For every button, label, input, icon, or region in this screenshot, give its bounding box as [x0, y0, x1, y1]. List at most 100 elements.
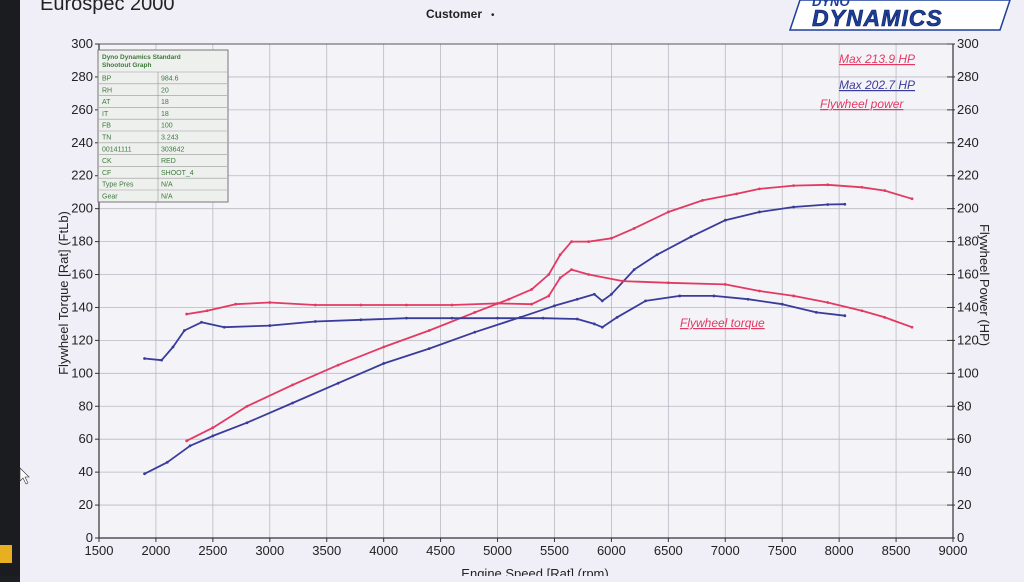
x-tick-label: 7000	[711, 543, 740, 558]
info-row-key: Type Pres	[102, 182, 134, 189]
y-left-tick-label: 120	[71, 332, 93, 347]
data-point-blue-torque	[143, 357, 146, 360]
x-tick-label: 6000	[597, 543, 626, 558]
chart-series	[143, 183, 914, 476]
y-left-tick-label: 80	[79, 398, 93, 413]
data-point-blue-power	[600, 299, 604, 303]
y-right-tick-label: 120	[957, 332, 979, 347]
logo-dyno-text: DYNO	[812, 0, 850, 9]
y-right-tick-label: 40	[957, 464, 971, 479]
customer-label: Customer	[426, 7, 482, 21]
x-axis-title: Engine Speed [Rat] (rpm)	[461, 566, 608, 576]
taskbar-icon	[0, 545, 12, 563]
info-row-value: N/A	[161, 194, 173, 201]
data-point-blue-power	[758, 210, 761, 214]
y-right-tick-label: 160	[957, 267, 979, 282]
run-info-box: Dyno Dynamics Standard Shootout Graph BP…	[97, 49, 229, 203]
x-tick-label: 4000	[369, 543, 398, 558]
flywheel-power-label: Flywheel power	[820, 97, 904, 111]
data-point-red-power	[473, 311, 477, 314]
x-tick-label: 2000	[141, 543, 170, 558]
data-point-blue-torque	[712, 294, 716, 298]
info-row-value: 3.243	[161, 135, 179, 142]
info-row-value: 100	[161, 123, 173, 130]
data-point-red-torque	[530, 302, 534, 306]
data-point-blue-power	[336, 381, 340, 385]
max-blue-power-label: Max 202.7 HP	[839, 78, 915, 92]
data-point-red-power	[666, 210, 670, 214]
data-point-blue-torque	[496, 316, 499, 320]
info-row-key: CF	[102, 170, 111, 177]
info-row-value: RED	[161, 158, 176, 165]
info-row-key: Gear	[102, 194, 118, 201]
x-tick-label: 3000	[255, 543, 284, 558]
data-point-blue-power	[211, 434, 215, 438]
y-left-tick-label: 60	[79, 431, 93, 446]
data-point-blue-power	[473, 330, 477, 334]
data-point-red-torque	[792, 294, 795, 298]
y-axis-right-title: Flywheel Power (HP)	[977, 224, 992, 346]
x-tick-label: 4500	[426, 543, 455, 558]
y-right-tick-label: 220	[957, 168, 979, 183]
info-row-value: 303642	[161, 146, 184, 153]
max-red-power-label: Max 213.9 HP	[839, 52, 915, 66]
data-point-blue-torque	[592, 322, 596, 326]
info-row-key: RH	[102, 87, 112, 94]
report-title: Eurospec 2000	[40, 0, 175, 15]
data-point-blue-torque	[541, 316, 545, 320]
data-point-blue-power	[843, 202, 847, 206]
y-right-tick-label: 300	[957, 36, 979, 51]
data-point-red-power	[735, 192, 739, 196]
y-axis-left-title: Flywheel Torque [Rat] (FtLb)	[56, 211, 71, 375]
data-point-blue-torque	[171, 345, 175, 349]
data-point-blue-torque	[222, 325, 226, 329]
data-point-red-torque	[185, 312, 189, 316]
info-row-key: CK	[102, 158, 112, 165]
x-tick-label: 8000	[825, 543, 854, 558]
data-point-blue-torque	[183, 329, 186, 332]
data-point-blue-torque	[200, 320, 203, 324]
info-row-value: SHOOT_4	[161, 170, 194, 177]
data-point-red-torque	[883, 315, 887, 319]
customer-mark: •	[491, 10, 495, 21]
info-row-value: 18	[161, 99, 169, 106]
data-point-blue-torque	[814, 311, 818, 314]
data-point-blue-torque	[405, 316, 408, 320]
info-row-value: 984.6	[161, 76, 179, 83]
data-point-red-power	[758, 187, 761, 191]
data-point-red-power	[558, 253, 562, 257]
x-tick-label: 7500	[768, 543, 797, 558]
data-point-red-power	[382, 345, 386, 349]
data-point-blue-torque	[615, 315, 619, 319]
y-left-tick-label: 200	[71, 201, 93, 216]
info-row-value: N/A	[161, 182, 173, 189]
data-point-blue-power	[610, 292, 613, 296]
y-left-tick-label: 0	[86, 530, 93, 545]
info-row-value: 20	[161, 87, 169, 94]
data-point-red-power	[507, 297, 511, 301]
data-point-blue-torque	[450, 316, 454, 320]
info-row-key: FB	[102, 123, 111, 130]
data-point-red-power	[427, 329, 431, 332]
data-point-blue-power	[188, 444, 192, 448]
data-point-red-power	[910, 197, 914, 201]
data-point-red-torque	[268, 301, 272, 304]
info-row-key: IT	[102, 111, 109, 118]
logo-dynamics-text: DYNAMICS	[812, 5, 943, 31]
y-right-tick-label: 20	[957, 497, 971, 512]
data-point-blue-torque	[780, 302, 784, 306]
data-point-blue-power	[291, 401, 294, 405]
data-point-blue-power	[792, 205, 795, 209]
data-point-red-power	[185, 439, 189, 443]
x-tick-label: 5500	[540, 543, 569, 558]
data-point-blue-torque	[843, 314, 847, 318]
data-point-red-torque	[860, 309, 864, 313]
data-point-red-power	[570, 240, 573, 244]
y-left-tick-label: 280	[71, 69, 93, 84]
data-point-red-torque	[234, 302, 238, 306]
info-row-key: AT	[102, 99, 111, 106]
data-point-red-power	[883, 189, 887, 192]
data-point-blue-torque	[160, 358, 164, 362]
y-right-tick-label: 200	[957, 201, 979, 216]
data-point-red-power	[336, 363, 340, 367]
